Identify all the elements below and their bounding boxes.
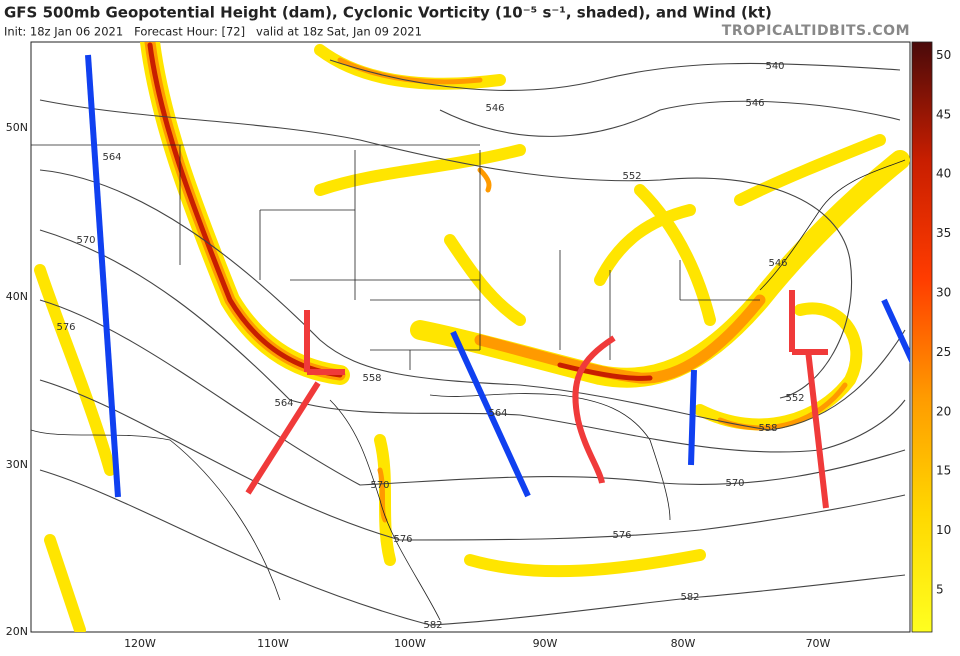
contour-label: 564 [102, 152, 121, 163]
contour-label: 546 [485, 103, 504, 114]
contour-label: 570 [76, 235, 95, 246]
contour-label: 558 [362, 373, 381, 384]
vorticity-shading [34, 42, 910, 632]
contour-label: 582 [423, 620, 442, 631]
colorbar-tick-label: 20 [936, 404, 951, 418]
map-area [30, 41, 911, 633]
lon-label: 80W [671, 637, 696, 650]
colorbar-tick-label: 45 [936, 107, 951, 121]
contour-label: 546 [768, 258, 787, 269]
contour-label: 570 [370, 480, 389, 491]
contour-label: 570 [725, 478, 744, 489]
lon-label: 70W [806, 637, 831, 650]
lon-label: 110W [257, 637, 289, 650]
lat-label: 40N [6, 290, 28, 303]
contour-label: 576 [56, 322, 75, 333]
contour-label: 582 [680, 592, 699, 603]
colorbar-tick-label: 30 [936, 286, 951, 300]
lon-label: 120W [124, 637, 156, 650]
lon-label: 100W [394, 637, 426, 650]
lat-label: 30N [6, 458, 28, 471]
contour-labels: 540 546 546 546 552 552 558 558 564 564 … [56, 61, 804, 631]
lon-labels: 120W 110W 100W 90W 80W 70W [124, 637, 830, 650]
colorbar-tick-label: 25 [936, 345, 951, 359]
subtitle: Init: 18z Jan 06 2021 Forecast Hour: [72… [4, 25, 422, 39]
contour-label: 576 [612, 530, 631, 541]
contour-label: 552 [785, 393, 804, 404]
contour-label: 564 [274, 398, 293, 409]
lat-label: 50N [6, 121, 28, 134]
colorbar: 5 10 15 20 25 30 35 40 45 50 [911, 41, 951, 633]
lat-labels: 50N 40N 30N 20N [6, 121, 28, 638]
lat-label: 20N [6, 625, 28, 638]
colorbar-scale [911, 41, 933, 633]
colorbar-tick-label: 10 [936, 523, 951, 537]
watermark: TROPICALTIDBITS.COM [722, 23, 910, 39]
colorbar-tick-label: 35 [936, 226, 951, 240]
contour-label: 558 [758, 423, 777, 434]
colorbar-tick-label: 40 [936, 167, 951, 181]
height-contours [39, 59, 906, 626]
boundaries [31, 144, 906, 621]
colorbar-tick-label: 15 [936, 464, 951, 478]
contour-label: 546 [745, 98, 764, 109]
annotations [85, 54, 910, 509]
title: GFS 500mb Geopotential Height (dam), Cyc… [4, 4, 772, 22]
contour-label: 576 [393, 534, 412, 545]
colorbar-tick-label: 50 [936, 48, 951, 62]
contour-label: 540 [765, 61, 784, 72]
contour-label: 564 [488, 408, 507, 419]
colorbar-tick-label: 5 [936, 583, 944, 597]
lon-label: 90W [533, 637, 558, 650]
contour-label: 552 [622, 171, 641, 182]
